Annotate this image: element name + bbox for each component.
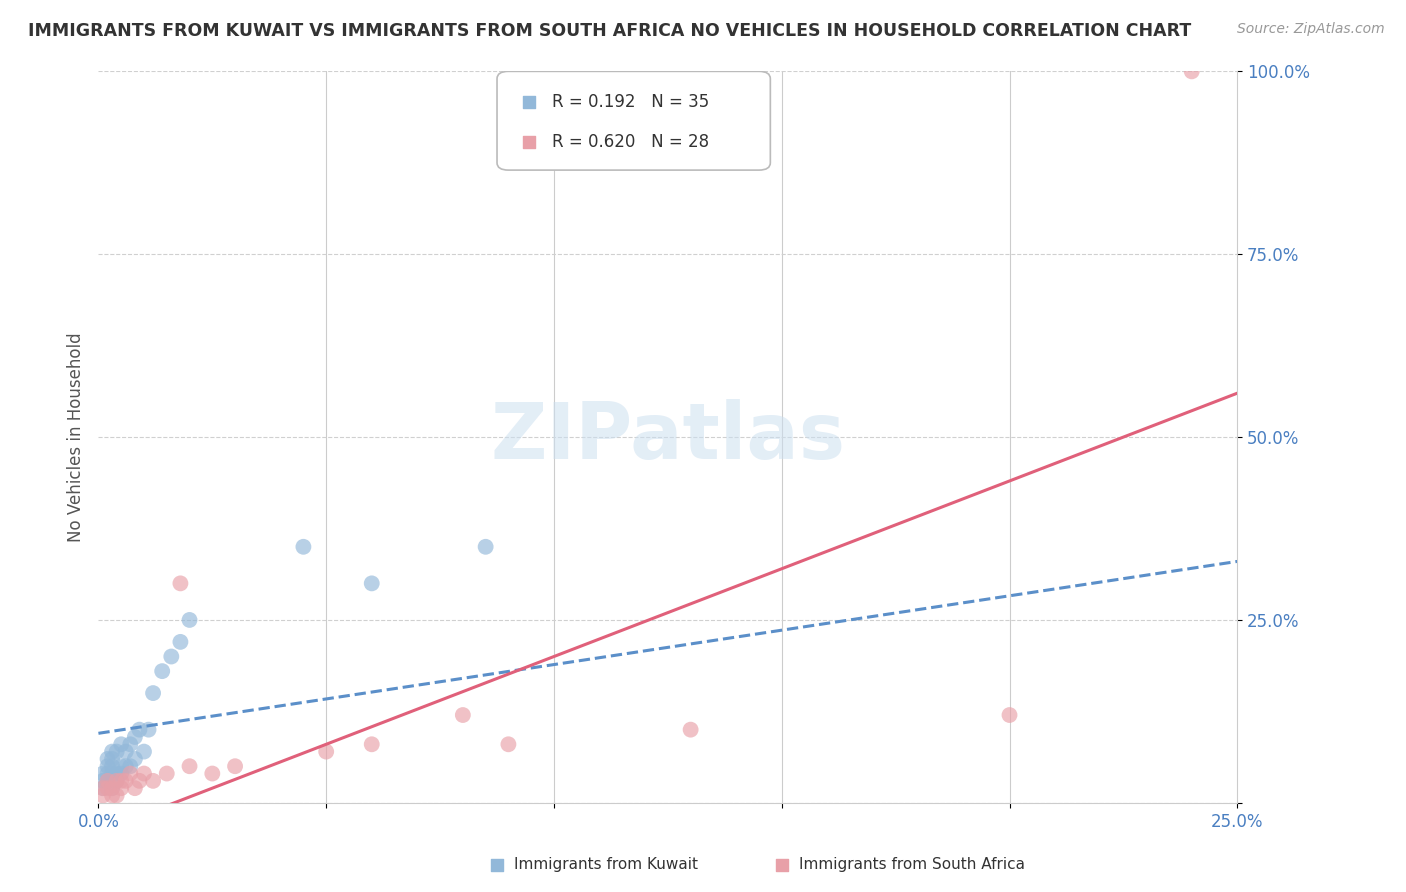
Point [110,773,132,788]
Point [451,708,474,723]
Point [110,766,132,780]
Point [142,773,165,788]
Y-axis label: No Vehicles in Household: No Vehicles in Household [66,332,84,542]
Point [120,759,142,773]
Point [91,766,114,780]
Point [120,737,142,751]
Point [110,737,132,751]
Point [169,635,191,649]
FancyBboxPatch shape [498,71,770,170]
Point [138,723,160,737]
Point [101,745,124,759]
Point [360,737,382,751]
Point [142,686,165,700]
Point [474,540,496,554]
Point [101,781,124,796]
Point [998,708,1021,723]
Point [498,737,520,751]
Point [679,723,702,737]
Point [169,576,191,591]
Point [110,781,132,796]
Text: ZIPatlas: ZIPatlas [491,399,845,475]
Point [110,759,132,773]
Point [101,759,124,773]
Point [150,664,173,678]
Point [91,773,114,788]
Point [114,773,136,788]
Text: Source: ZipAtlas.com: Source: ZipAtlas.com [1237,22,1385,37]
Point [132,745,155,759]
Text: R = 0.620   N = 28: R = 0.620 N = 28 [551,133,709,152]
Point [292,540,315,554]
Point [201,766,224,780]
Point [179,759,201,773]
Point [124,730,146,744]
Point [124,752,146,766]
Point [91,789,114,803]
Point [91,781,114,796]
Point [105,789,128,803]
Point [96,752,118,766]
Point [128,773,150,788]
Point [315,745,337,759]
Text: Immigrants from South Africa: Immigrants from South Africa [799,857,1025,872]
Point [96,781,118,796]
Point [101,766,124,780]
Point [91,781,114,796]
Point [156,766,179,780]
Point [160,649,183,664]
Point [105,773,128,788]
Point [105,773,128,788]
Point [101,789,124,803]
Point [1181,64,1204,78]
Point [105,766,128,780]
Point [128,723,150,737]
Point [114,745,136,759]
Point [360,576,382,591]
Point [120,766,142,780]
Point [101,752,124,766]
Point [96,773,118,788]
Point [114,759,136,773]
Point [105,745,128,759]
Point [96,773,118,788]
Point [101,781,124,796]
Point [224,759,246,773]
Text: R = 0.192   N = 35: R = 0.192 N = 35 [551,93,709,112]
Point [179,613,201,627]
Text: Immigrants from Kuwait: Immigrants from Kuwait [515,857,699,872]
Point [96,766,118,780]
Text: IMMIGRANTS FROM KUWAIT VS IMMIGRANTS FROM SOUTH AFRICA NO VEHICLES IN HOUSEHOLD : IMMIGRANTS FROM KUWAIT VS IMMIGRANTS FRO… [28,22,1191,40]
Point [124,781,146,796]
Point [96,759,118,773]
Point [132,766,155,780]
